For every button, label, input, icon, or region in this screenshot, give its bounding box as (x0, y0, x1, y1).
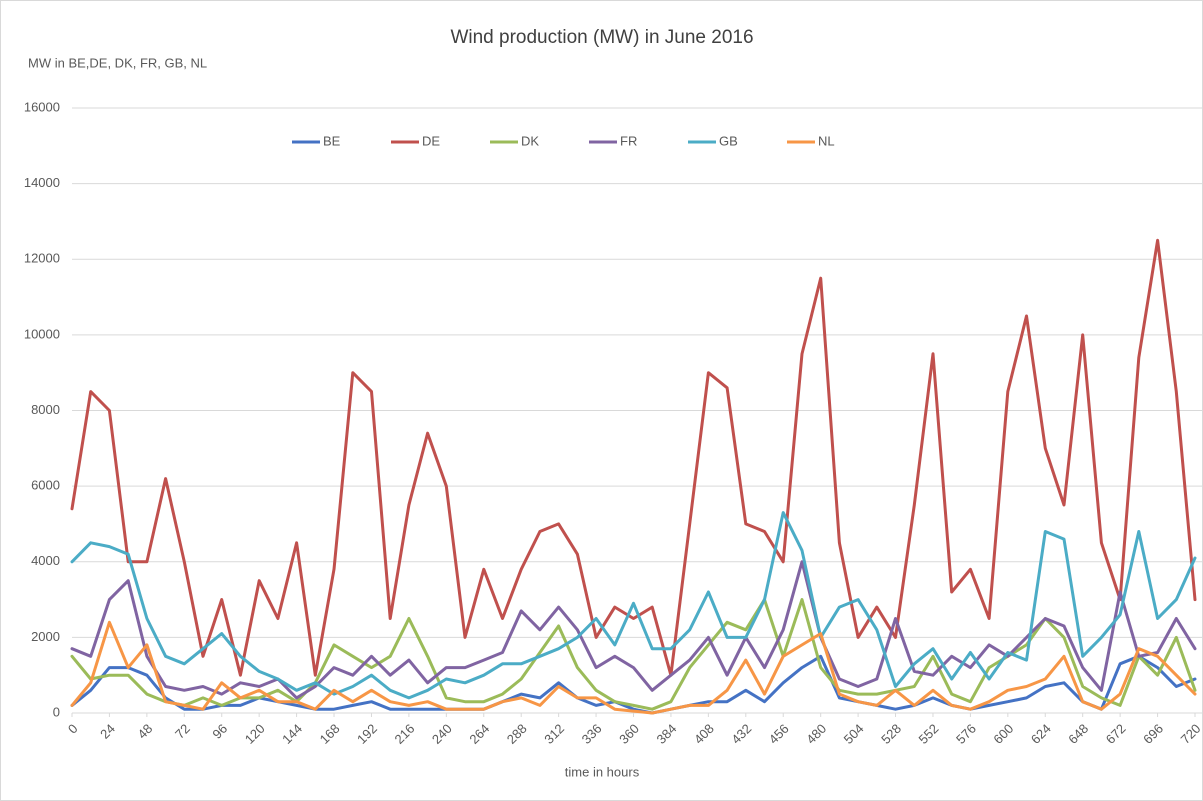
x-axis-title: time in hours (565, 764, 640, 779)
y-axis-title: MW in BE,DE, DK, FR, GB, NL (28, 55, 207, 70)
y-tick-label: 2000 (31, 629, 60, 644)
y-tick-label: 6000 (31, 478, 60, 493)
legend-label: DK (521, 133, 539, 148)
legend-label: NL (818, 133, 835, 148)
y-tick-label: 10000 (24, 326, 60, 341)
chart-title: Wind production (MW) in June 2016 (450, 27, 753, 48)
y-tick-label: 8000 (31, 402, 60, 417)
legend-label: BE (323, 133, 341, 148)
series-line (70, 560, 1197, 700)
y-tick-label: 16000 (24, 99, 60, 114)
series-line (70, 238, 1197, 677)
legend-label: GB (719, 133, 738, 148)
y-tick-label: 4000 (31, 553, 60, 568)
legend-label: DE (422, 133, 440, 148)
y-tick-label: 12000 (24, 251, 60, 266)
y-tick-label: 14000 (24, 175, 60, 190)
y-tick-label: 0 (53, 704, 60, 719)
legend-label: FR (620, 133, 637, 148)
series-line (70, 620, 1197, 715)
series-line (70, 511, 1197, 700)
